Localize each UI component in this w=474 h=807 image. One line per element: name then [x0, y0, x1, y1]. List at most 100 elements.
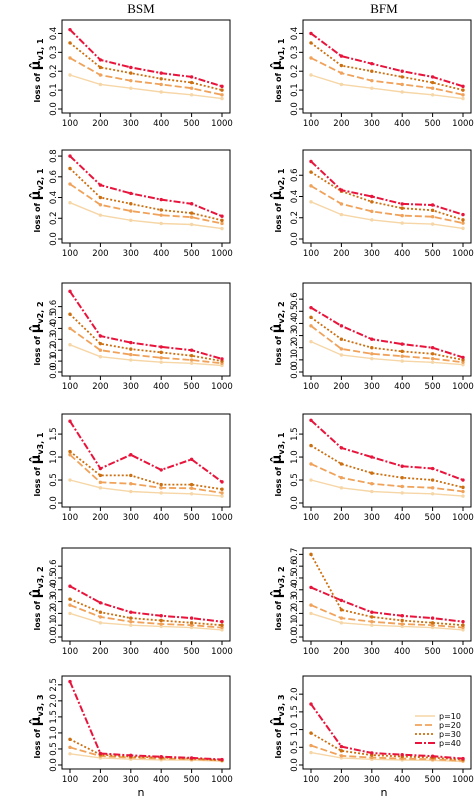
x-tick-label: 100: [62, 382, 78, 392]
data-point: [309, 305, 313, 310]
x-tick-label: 100: [62, 647, 78, 657]
y-tick-label: 0.2: [49, 212, 59, 226]
x-tick-label: 500: [424, 382, 440, 392]
data-point: [400, 82, 404, 87]
x-tick-label: 100: [303, 775, 319, 785]
data-point: [68, 611, 72, 616]
data-point: [339, 337, 344, 341]
y-tick-label: 0.4: [290, 190, 300, 204]
x-tick-label: 400: [394, 775, 410, 785]
x-tick-label: 200: [92, 647, 108, 657]
data-point: [98, 473, 103, 478]
y-axis-label: loss of μ̂v3, 3: [29, 694, 45, 758]
data-point: [309, 339, 313, 344]
series-line: [69, 42, 223, 91]
data-point: [189, 358, 194, 362]
x-tick-label: 200: [92, 513, 108, 523]
y-label-prefix: loss of: [274, 726, 283, 758]
y-tick-label: 0.3: [49, 595, 59, 609]
data-point: [68, 449, 72, 454]
y-label-prefix: loss of: [33, 333, 42, 365]
data-point: [129, 65, 133, 70]
x-tick-label: 300: [364, 513, 380, 523]
data-point: [220, 357, 224, 361]
data-point: [461, 619, 465, 624]
x-tick-label: 500: [424, 775, 440, 785]
chart-panel: 100 200 300 400 500 1000 0.0 0.5 1.0 1.5 loss of μ…: [270, 413, 474, 523]
x-tick-label: 500: [424, 119, 440, 129]
data-point: [98, 751, 103, 756]
data-point: [339, 616, 344, 620]
y-tick-label: 0.8: [49, 149, 59, 163]
data-point: [68, 27, 72, 32]
data-point: [189, 616, 194, 620]
data-point: [370, 346, 374, 350]
y-label-symbol: μ̂: [270, 323, 285, 333]
column-title-bsm: BSM: [127, 1, 155, 16]
y-tick-label: 0.0: [290, 232, 300, 246]
data-point: [189, 457, 194, 462]
y-tick-label: 0.5: [290, 473, 300, 487]
data-point: [400, 622, 404, 626]
y-label-symbol: μ̂: [270, 588, 285, 598]
y-tick-label: 0.7: [290, 548, 300, 562]
data-point: [98, 183, 103, 187]
data-point: [370, 209, 374, 214]
y-tick-label: 2.0: [290, 687, 300, 701]
data-point: [370, 194, 374, 199]
chart-panel: 100 200 300 400 500 1000 0.0 0.5 1.0 1.5 loss of μ…: [29, 413, 233, 523]
data-point: [370, 86, 374, 90]
x-tick-label: 100: [62, 249, 78, 259]
data-point: [189, 80, 194, 85]
data-point: [430, 80, 435, 85]
data-point: [159, 345, 163, 349]
y-tick-label: 0.2: [290, 341, 300, 355]
data-point: [430, 75, 435, 79]
data-point: [370, 337, 374, 341]
y-label-subscript: v1, 1: [36, 38, 45, 61]
data-point: [461, 485, 465, 490]
data-point: [309, 31, 313, 36]
y-tick-label: 0.3: [49, 333, 59, 347]
data-point: [98, 615, 103, 619]
data-point: [129, 78, 133, 83]
data-point: [461, 93, 465, 97]
data-point: [430, 616, 435, 620]
x-tick-label: 100: [303, 382, 319, 392]
series-line: [69, 454, 223, 494]
data-point: [461, 84, 465, 89]
x-tick-label: 400: [394, 249, 410, 259]
data-point: [68, 326, 72, 331]
series-line: [69, 681, 223, 761]
y-label-symbol: μ̂: [270, 716, 285, 726]
data-point: [430, 203, 435, 207]
y-label-symbol: μ̂: [270, 60, 285, 70]
data-point: [430, 346, 435, 350]
data-point: [189, 621, 194, 625]
data-point: [461, 88, 465, 92]
y-label-symbol: μ̂: [270, 190, 285, 200]
data-point: [370, 615, 374, 619]
data-point: [159, 622, 163, 626]
data-point: [400, 90, 404, 94]
data-point: [220, 88, 224, 92]
series-line: [310, 325, 464, 364]
y-tick-label: 0.5: [290, 305, 300, 319]
data-point: [370, 61, 374, 66]
data-point: [339, 324, 344, 328]
data-point: [98, 195, 103, 200]
data-point: [430, 625, 435, 630]
chart-panel: 100 200 300 400 500 1000 0.00.10.20.30.40.50.6…: [29, 547, 233, 657]
x-tick-label: 300: [364, 647, 380, 657]
data-point: [189, 625, 194, 630]
data-point: [98, 486, 103, 490]
y-label-subscript: v3, 2: [36, 566, 45, 588]
data-point: [339, 63, 344, 68]
y-tick-label: 0.0: [49, 758, 59, 772]
data-point: [461, 221, 465, 225]
data-point: [129, 453, 133, 457]
data-point: [159, 208, 163, 212]
data-point: [220, 494, 224, 498]
legend-label: p=30: [439, 730, 461, 739]
